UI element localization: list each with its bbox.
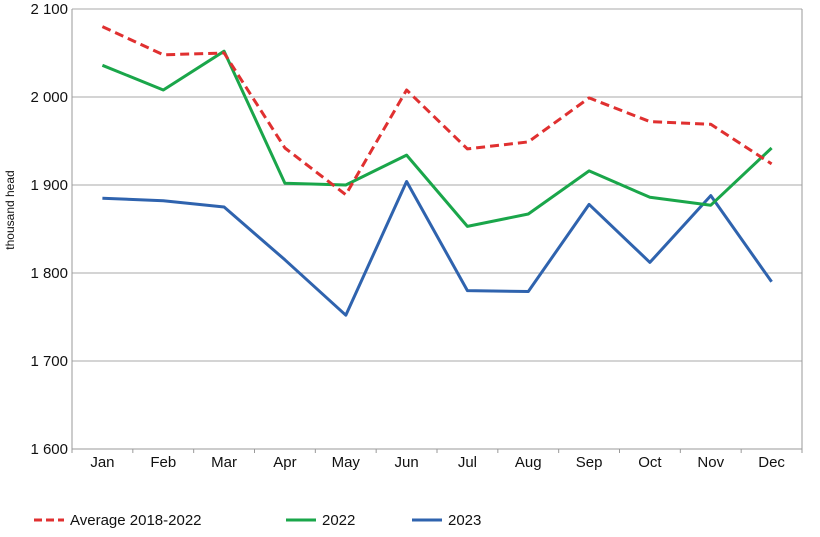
y-tick-label: 2 000 <box>30 89 68 106</box>
y-tick-label: 1 700 <box>30 353 68 370</box>
series-lines <box>101 25 773 317</box>
x-tick-label: Mar <box>211 454 237 471</box>
x-tick-label: Apr <box>273 454 296 471</box>
x-tick-label: May <box>332 454 361 471</box>
x-tick-label: Feb <box>150 454 176 471</box>
gridlines <box>71 8 803 450</box>
x-tick-label: Dec <box>758 454 785 471</box>
y-axis-title: thousand head <box>3 170 17 249</box>
y-tick-label: 2 100 <box>30 1 68 18</box>
x-tick-label: Nov <box>697 454 724 471</box>
series-line-2023 <box>102 180 773 317</box>
legend-label: 2023 <box>448 512 481 529</box>
x-tick-label: Jan <box>90 454 114 471</box>
y-tick-label: 1 900 <box>30 177 68 194</box>
y-axis-ticks: 1 600 1 700 1 800 1 900 2 000 2 100 <box>30 1 68 458</box>
legend-label: 2022 <box>322 512 355 529</box>
x-tick-label: Sep <box>576 454 603 471</box>
series-line-average-2018-2022 <box>101 25 773 197</box>
x-axis: Jan Feb Mar Apr May Jun Jul Aug Sep Oct Nov Dec <box>71 449 803 471</box>
legend: Average 2018-2022 2022 2023 <box>34 512 481 529</box>
x-tick-label: Aug <box>515 454 542 471</box>
y-tick-label: 1 600 <box>30 441 68 458</box>
series-line-2022 <box>101 49 773 228</box>
x-tick-label: Oct <box>638 454 662 471</box>
x-tick-label: Jul <box>458 454 477 471</box>
y-tick-label: 1 800 <box>30 265 68 282</box>
x-tick-label: Jun <box>394 454 418 471</box>
legend-label: Average 2018-2022 <box>70 512 202 529</box>
